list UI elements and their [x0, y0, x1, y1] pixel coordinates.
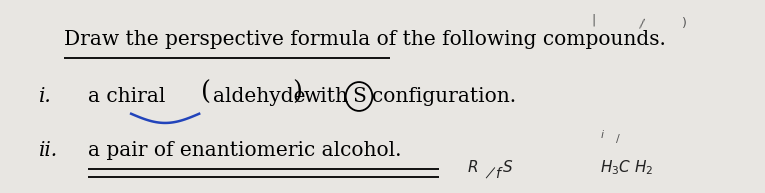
Text: /: / [639, 17, 646, 30]
Text: i: i [601, 130, 604, 140]
Text: $H_3C\ H_2$: $H_3C\ H_2$ [601, 158, 654, 177]
Text: aldehyde: aldehyde [213, 87, 306, 106]
Text: configuration.: configuration. [373, 87, 516, 106]
Text: |: | [591, 13, 595, 26]
Text: $S$: $S$ [502, 159, 513, 175]
Text: ): ) [291, 80, 301, 105]
Text: ): ) [682, 17, 687, 30]
Text: a pair of enantiomeric alcohol.: a pair of enantiomeric alcohol. [88, 141, 402, 160]
Text: S: S [352, 87, 366, 106]
Text: ii.: ii. [39, 141, 58, 160]
Text: (: ( [201, 80, 211, 105]
Text: /: / [616, 134, 620, 144]
Text: Draw the perspective formula of the following compounds.: Draw the perspective formula of the foll… [63, 30, 666, 48]
Text: i.: i. [39, 87, 52, 106]
Text: $R$: $R$ [467, 159, 478, 175]
Text: with: with [304, 87, 349, 106]
Text: a chiral: a chiral [88, 87, 166, 106]
Text: $\not{f}$: $\not{f}$ [484, 166, 503, 181]
